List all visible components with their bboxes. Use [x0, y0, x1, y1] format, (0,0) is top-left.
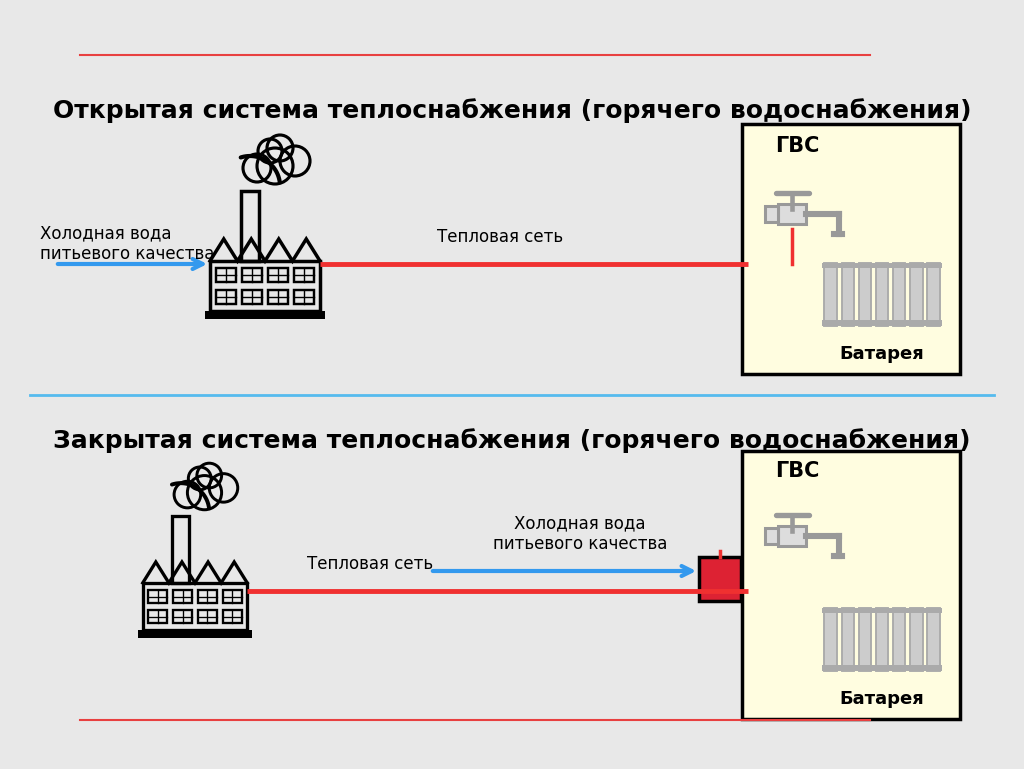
Bar — [222, 590, 242, 603]
Bar — [241, 191, 259, 261]
Bar — [205, 311, 325, 319]
Bar — [198, 590, 217, 603]
Bar — [824, 262, 837, 325]
Bar — [294, 268, 314, 282]
Text: Батарея: Батарея — [840, 345, 925, 363]
Bar — [148, 590, 168, 603]
Bar — [893, 608, 905, 671]
Text: Холодная вода
питьевого качества: Холодная вода питьевого качества — [40, 225, 214, 264]
Text: Холодная вода
питьевого качества: Холодная вода питьевого качества — [493, 514, 668, 553]
Bar — [222, 610, 242, 624]
Bar — [242, 268, 262, 282]
Bar — [216, 290, 236, 304]
Bar — [910, 608, 923, 671]
Bar — [268, 268, 288, 282]
Text: Тепловая сеть: Тепловая сеть — [307, 555, 433, 573]
Text: Закрытая система теплоснабжения (горячего водоснабжения): Закрытая система теплоснабжения (горячег… — [53, 428, 971, 454]
Bar — [699, 557, 741, 601]
Bar — [858, 262, 871, 325]
Bar — [294, 290, 314, 304]
Bar — [842, 608, 854, 671]
Bar — [821, 608, 942, 613]
Bar — [198, 610, 217, 624]
Bar — [824, 608, 837, 671]
Text: ГВС: ГВС — [775, 461, 819, 481]
Bar — [142, 583, 247, 631]
Bar — [173, 590, 193, 603]
Bar — [765, 528, 777, 544]
Bar — [821, 665, 942, 671]
Text: Открытая система теплоснабжения (горячего водоснабжения): Открытая система теплоснабжения (горячег… — [53, 98, 971, 123]
Text: Тепловая сеть: Тепловая сеть — [437, 228, 563, 246]
Bar — [842, 262, 854, 325]
Bar — [216, 268, 236, 282]
Bar — [876, 262, 888, 325]
Bar — [242, 290, 262, 304]
Bar — [777, 205, 806, 224]
Bar — [777, 526, 806, 546]
Bar — [172, 517, 189, 583]
Bar — [148, 610, 168, 624]
Text: ГВС: ГВС — [775, 136, 819, 156]
Bar — [927, 608, 940, 671]
Bar — [173, 610, 193, 624]
Bar — [927, 262, 940, 325]
Bar — [765, 206, 777, 221]
Text: Батарея: Батарея — [840, 690, 925, 708]
Bar — [821, 262, 942, 268]
Bar — [821, 320, 942, 325]
Bar — [742, 124, 961, 374]
Bar — [138, 631, 252, 638]
Bar — [893, 262, 905, 325]
Bar — [858, 608, 871, 671]
Bar — [268, 290, 288, 304]
Bar — [910, 262, 923, 325]
Bar — [210, 261, 319, 311]
Bar — [742, 451, 961, 719]
Bar — [876, 608, 888, 671]
